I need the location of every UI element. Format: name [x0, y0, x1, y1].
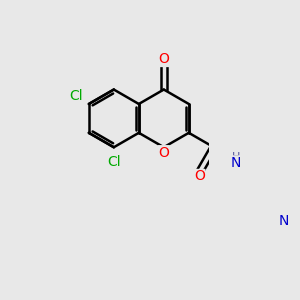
Text: O: O [158, 146, 169, 160]
Text: O: O [194, 169, 205, 184]
Text: N: N [231, 156, 242, 170]
Text: Cl: Cl [107, 155, 121, 170]
Text: H: H [232, 152, 241, 162]
Text: O: O [158, 52, 169, 67]
Text: Cl: Cl [69, 89, 82, 103]
Text: N: N [279, 214, 289, 228]
